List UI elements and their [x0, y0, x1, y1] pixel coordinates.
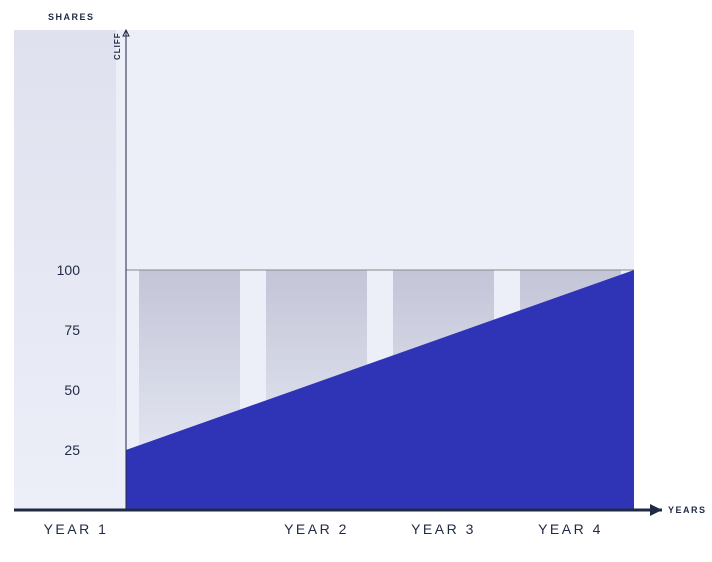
x-axis-arrowhead	[650, 504, 662, 516]
y-tick-label: 50	[64, 382, 80, 398]
y-axis-title: SHARES	[48, 12, 95, 22]
y-tick-label: 75	[64, 322, 80, 338]
y-tick-label: 25	[64, 442, 80, 458]
x-category-label: YEAR 4	[538, 521, 603, 537]
y-tick-label: 100	[57, 262, 81, 278]
x-axis-title: YEARS	[668, 505, 707, 515]
x-category-label: YEAR 1	[44, 521, 109, 537]
vesting-chart: CLIFF 25 50 75 100 YEAR 1 YEAR 2 YEAR 3 YEAR 4 SH…	[0, 0, 712, 562]
cliff-label: CLIFF	[113, 32, 122, 60]
x-category-label: YEAR 2	[284, 521, 349, 537]
x-category-label: YEAR 3	[411, 521, 476, 537]
